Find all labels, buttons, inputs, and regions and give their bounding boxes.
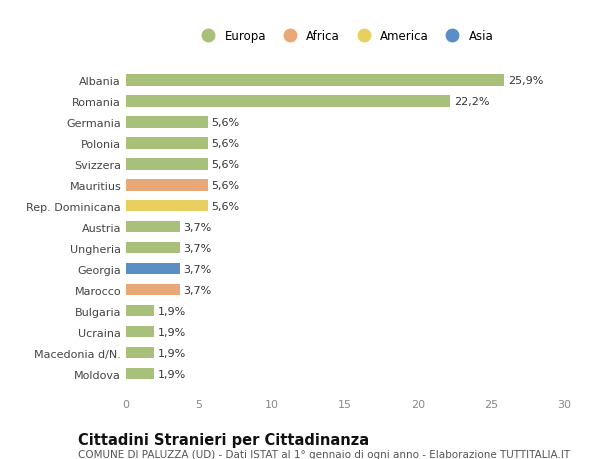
Legend: Europa, Africa, America, Asia: Europa, Africa, America, Asia — [191, 25, 499, 48]
Text: 22,2%: 22,2% — [454, 96, 489, 106]
Bar — [126, 221, 180, 233]
Text: 3,7%: 3,7% — [184, 243, 212, 253]
Bar — [126, 179, 208, 191]
Text: 5,6%: 5,6% — [211, 118, 239, 128]
Bar — [126, 263, 180, 275]
Bar — [126, 75, 504, 86]
Text: 5,6%: 5,6% — [211, 159, 239, 169]
Text: 25,9%: 25,9% — [508, 76, 543, 86]
Text: 3,7%: 3,7% — [184, 222, 212, 232]
Text: 1,9%: 1,9% — [157, 327, 185, 337]
Text: 5,6%: 5,6% — [211, 139, 239, 148]
Bar — [126, 305, 154, 317]
Text: COMUNE DI PALUZZA (UD) - Dati ISTAT al 1° gennaio di ogni anno - Elaborazione TU: COMUNE DI PALUZZA (UD) - Dati ISTAT al 1… — [78, 449, 570, 459]
Text: 3,7%: 3,7% — [184, 264, 212, 274]
Bar — [126, 96, 450, 107]
Bar — [126, 326, 154, 338]
Bar — [126, 201, 208, 212]
Bar — [126, 347, 154, 358]
Text: 5,6%: 5,6% — [211, 202, 239, 211]
Text: 1,9%: 1,9% — [157, 348, 185, 358]
Bar — [126, 138, 208, 149]
Text: Cittadini Stranieri per Cittadinanza: Cittadini Stranieri per Cittadinanza — [78, 432, 369, 448]
Bar — [126, 159, 208, 170]
Text: 3,7%: 3,7% — [184, 285, 212, 295]
Text: 5,6%: 5,6% — [211, 180, 239, 190]
Bar — [126, 284, 180, 296]
Bar — [126, 242, 180, 254]
Bar — [126, 368, 154, 380]
Text: 1,9%: 1,9% — [157, 306, 185, 316]
Bar — [126, 117, 208, 128]
Text: 1,9%: 1,9% — [157, 369, 185, 379]
